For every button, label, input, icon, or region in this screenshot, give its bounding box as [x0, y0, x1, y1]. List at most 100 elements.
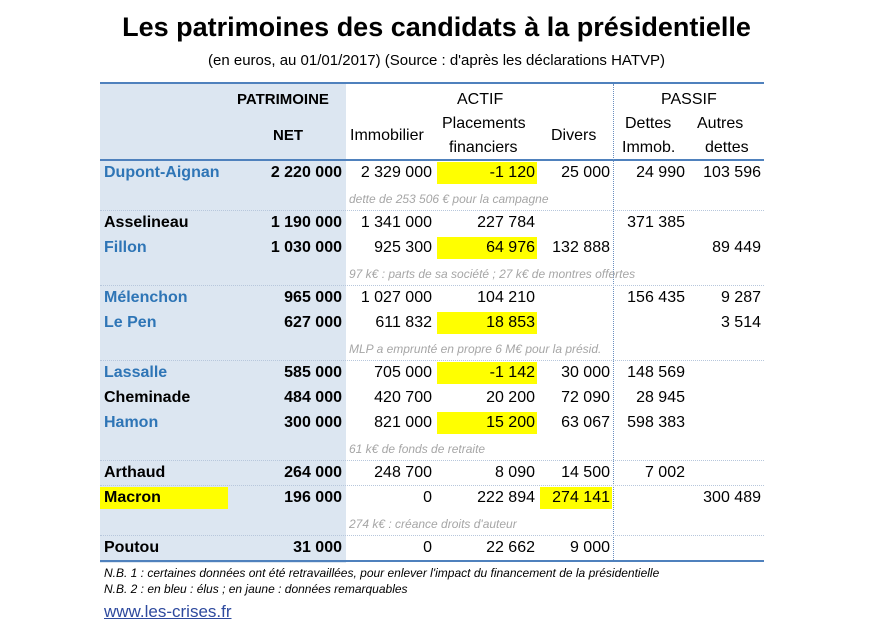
- table-top-border: [100, 82, 764, 84]
- table-bottom-border: [100, 560, 764, 562]
- divers-value: 14 500: [561, 464, 610, 481]
- candidate-name: Macron: [104, 489, 161, 506]
- net-value: 264 000: [284, 464, 342, 481]
- header-net: NET: [273, 127, 303, 144]
- header-autres-line1: Autres: [697, 115, 744, 132]
- candidate-name: Poutou: [104, 539, 160, 556]
- header-autres-line2: dettes: [705, 139, 749, 156]
- immobilier-value: 1 341 000: [360, 214, 432, 231]
- dettes-value: 156 435: [627, 289, 685, 306]
- header-dettes-line2: Immob.: [622, 139, 676, 156]
- immobilier-value: 420 700: [374, 389, 432, 406]
- immobilier-value: 1 027 000: [360, 289, 432, 306]
- highlight-placements-fillon: [437, 237, 537, 259]
- dettes-value: 24 990: [636, 164, 685, 181]
- divers-value: 25 000: [561, 164, 610, 181]
- divers-value: 9 000: [569, 539, 610, 556]
- immobilier-value: 821 000: [374, 414, 432, 431]
- header-divers: Divers: [551, 127, 597, 144]
- candidate-name: Dupont-Aignan: [104, 164, 220, 181]
- highlight-divers-macron: [540, 487, 612, 509]
- header-passif: PASSIF: [661, 91, 717, 108]
- header-actif: ACTIF: [457, 91, 504, 108]
- placements-value: 222 894: [477, 489, 535, 506]
- autres-value: 89 449: [712, 239, 761, 256]
- highlight-placements-hamon: [437, 412, 537, 434]
- header-immobilier: Immobilier: [350, 127, 424, 144]
- net-value: 1 190 000: [270, 214, 342, 231]
- placements-value: 227 784: [477, 214, 535, 231]
- highlight-placements-lepen: [437, 312, 537, 334]
- placements-value: -1 120: [489, 164, 535, 181]
- autres-value: 300 489: [703, 489, 761, 506]
- candidate-name: Hamon: [104, 414, 159, 431]
- candidate-name: Lassalle: [104, 364, 168, 381]
- placements-value: 8 090: [494, 464, 535, 481]
- immobilier-value: 925 300: [374, 239, 432, 256]
- dettes-value: 371 385: [627, 214, 685, 231]
- highlight-placements-dupont: [437, 162, 537, 184]
- placements-value: -1 142: [489, 364, 535, 381]
- net-value: 196 000: [284, 489, 342, 506]
- net-value: 1 030 000: [270, 239, 342, 256]
- dettes-value: 7 002: [644, 464, 685, 481]
- net-value: 31 000: [293, 539, 342, 556]
- placements-value: 18 853: [486, 314, 535, 331]
- page-subtitle: (en euros, au 01/01/2017) (Source : d'ap…: [208, 52, 665, 69]
- candidate-name: Arthaud: [104, 464, 166, 481]
- candidate-name: Mélenchon: [104, 289, 188, 306]
- row-note: 97 k€ : parts de sa société ; 27 k€ de m…: [349, 267, 636, 281]
- placements-value: 64 976: [486, 239, 535, 256]
- autres-value: 9 287: [720, 289, 761, 306]
- header-patrimoine: PATRIMOINE: [237, 91, 329, 108]
- row-divider: [100, 360, 764, 361]
- candidate-name: Asselineau: [104, 214, 189, 231]
- immobilier-value: 2 329 000: [360, 164, 432, 181]
- placements-value: 22 662: [486, 539, 535, 556]
- candidate-name: Cheminade: [104, 389, 191, 406]
- immobilier-value: 0: [423, 539, 432, 556]
- candidate-name: Le Pen: [104, 314, 157, 331]
- placements-value: 104 210: [477, 289, 535, 306]
- net-value: 300 000: [284, 414, 342, 431]
- header-placements-line1: Placements: [442, 115, 526, 132]
- page-title: Les patrimoines des candidats à la prési…: [122, 12, 751, 42]
- autres-value: 3 514: [720, 314, 761, 331]
- row-note: dette de 253 506 € pour la campagne: [349, 192, 549, 206]
- autres-value: 103 596: [703, 164, 761, 181]
- dettes-value: 148 569: [627, 364, 685, 381]
- source-link[interactable]: www.les-crises.fr: [104, 602, 232, 621]
- footnote-1: N.B. 1 : certaines données ont été retra…: [104, 566, 660, 580]
- row-note: 61 k€ de fonds de retraite: [349, 442, 486, 456]
- assets-table: PATRIMOINE NET ACTIF PASSIF Immobilier P…: [100, 82, 764, 563]
- row-note: MLP a emprunté en propre 6 M€ pour la pr…: [349, 342, 602, 356]
- header-placements-line2: financiers: [449, 139, 518, 156]
- row-note: 274 k€ : créance droits d'auteur: [349, 517, 517, 531]
- header-bottom-border: [100, 159, 764, 161]
- net-value: 627 000: [284, 314, 342, 331]
- divers-value: 30 000: [561, 364, 610, 381]
- immobilier-value: 705 000: [374, 364, 432, 381]
- divers-value: 72 090: [561, 389, 610, 406]
- net-value: 2 220 000: [270, 164, 342, 181]
- row-divider: [100, 285, 764, 286]
- row-divider: [100, 485, 764, 486]
- row-divider: [100, 535, 764, 536]
- net-value: 965 000: [284, 289, 342, 306]
- divers-value: 132 888: [552, 239, 610, 256]
- passif-separator: [613, 84, 614, 560]
- divers-value: 63 067: [561, 414, 610, 431]
- highlight-name-macron: [100, 487, 228, 509]
- immobilier-value: 248 700: [374, 464, 432, 481]
- footnote-2: N.B. 2 : en bleu : élus ; en jaune : don…: [104, 582, 408, 596]
- header-dettes-line1: Dettes: [625, 115, 672, 132]
- row-divider: [100, 460, 764, 461]
- net-value: 585 000: [284, 364, 342, 381]
- dettes-value: 598 383: [627, 414, 685, 431]
- row-divider: [100, 210, 764, 211]
- immobilier-value: 611 832: [375, 314, 432, 331]
- candidate-name: Fillon: [104, 239, 147, 256]
- net-column-background: [100, 82, 346, 563]
- placements-value: 20 200: [486, 389, 535, 406]
- highlight-placements-lassalle: [437, 362, 537, 384]
